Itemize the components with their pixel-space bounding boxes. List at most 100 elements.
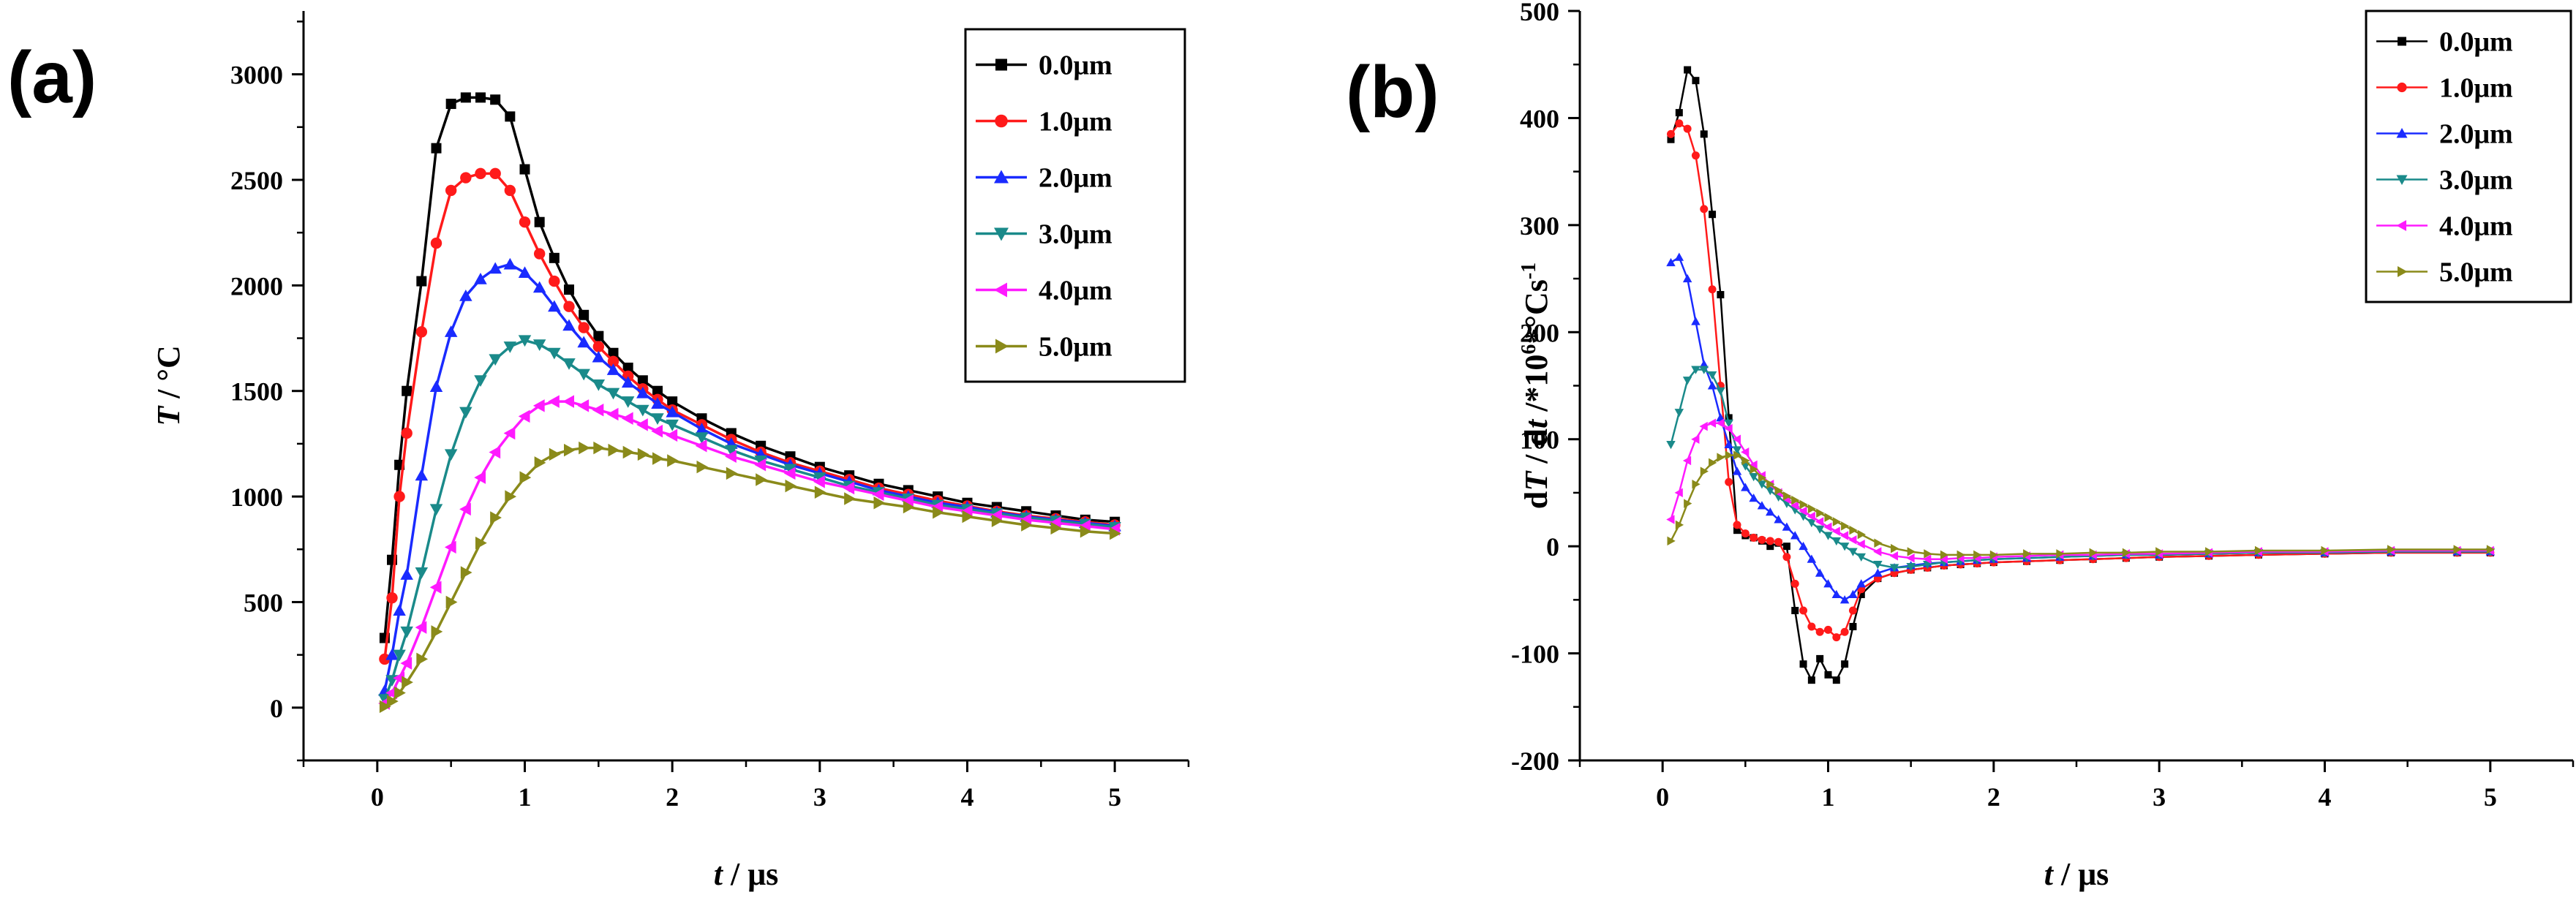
data-point [2205,547,2214,556]
data-point [562,319,576,331]
data-point [1717,453,1725,462]
data-point [1682,377,1692,385]
data-point [489,445,501,459]
data-point [489,167,501,180]
data-point [1823,522,1832,532]
data-point [1733,526,1741,534]
data-point [400,626,413,638]
data-point [1839,531,1849,540]
data-point [991,514,1003,528]
data-point [783,464,797,476]
data-point [666,428,678,442]
data-point [431,143,442,154]
data-point [1823,532,1833,540]
data-point [1857,529,1867,540]
data-point [651,413,664,426]
legend-label: 5.0μm [2439,257,2513,288]
data-point [1758,473,1767,483]
data-point [2089,548,2098,558]
data-point [1856,539,1865,549]
data-point [1699,359,1709,369]
data-point [1732,434,1741,444]
data-point [1666,515,1675,524]
data-point [1856,579,1867,588]
data-point [577,369,590,381]
data-point [873,496,886,510]
data-point [1749,494,1758,502]
data-point [1699,421,1708,431]
y-tick-label: -200 [1511,747,1559,776]
y-axis-title-part: *°Cs [1518,279,1554,344]
data-point [1725,450,1733,460]
data-point [1666,441,1676,450]
data-point [415,621,427,634]
data-point [1989,550,1999,560]
data-point [505,111,516,122]
data-point [1725,414,1733,422]
data-point [754,458,767,472]
data-point [490,511,502,524]
data-point [1815,568,1825,577]
data-point [593,330,604,341]
data-point [1691,317,1701,325]
data-point [1774,485,1783,496]
y-axis-title: T / °C [151,345,187,426]
x-tick-label: 3 [813,782,826,812]
data-point [2254,545,2264,556]
data-point [608,443,620,457]
data-point [844,492,856,505]
legend-swatch-marker [994,170,1009,184]
legend-swatch-marker [2397,82,2407,93]
data-point [726,466,738,480]
data-point [445,595,458,609]
data-point [475,167,486,180]
data-point [1924,549,1932,559]
data-point [666,419,679,431]
chart-panel-b: (b) 0 1 2 3 4 5 -200 -100 0 100 200 300 400 500 t / μs d… [1346,0,2575,892]
data-point [1725,477,1733,486]
x-tick-label: 4 [2319,782,2332,812]
data-point [393,491,405,502]
data-point [1758,535,1766,544]
x-tick-label: 5 [1108,782,1121,812]
data-point [1021,518,1033,532]
data-point [1682,273,1692,283]
data-point [1691,151,1700,160]
y-tick-label: 2000 [230,271,283,301]
x-tick-label: 3 [2153,782,2166,812]
data-point [1873,547,1882,556]
x-axis-title-rest: / μs [2053,856,2109,892]
data-point [696,460,709,474]
legend-label: 3.0μm [1039,219,1112,250]
data-point [1750,464,1758,474]
data-point [519,216,531,228]
x-tick-label: 4 [961,782,974,812]
data-point [607,355,619,367]
data-point [578,322,590,333]
data-point [1732,446,1742,455]
data-point [1700,466,1709,476]
data-point [1674,409,1684,418]
data-point [1889,551,1899,561]
legend-swatch-marker [995,58,1007,71]
data-point [1841,660,1849,668]
y-axis-title-part: / d [1518,428,1554,472]
data-point [393,649,406,662]
data-point [1750,533,1758,542]
data-point [651,397,664,409]
legend-box [964,28,1186,383]
data-point [1675,119,1684,128]
series-5.0μm [1667,450,2496,560]
data-point [489,262,502,274]
data-point [814,485,826,499]
data-point [549,447,561,461]
x-tick-label: 2 [666,782,679,812]
series-line [1670,256,2490,601]
data-point [1799,606,1808,615]
legend: 0.0μm 1.0μm 2.0μm 3.0μm 4.0μm 5.0μm [2365,10,2572,303]
data-point [445,99,456,110]
y-axis-title-italic: T [1518,470,1554,491]
data-point [1050,521,1063,535]
data-point [415,469,429,481]
data-point [1824,625,1832,634]
